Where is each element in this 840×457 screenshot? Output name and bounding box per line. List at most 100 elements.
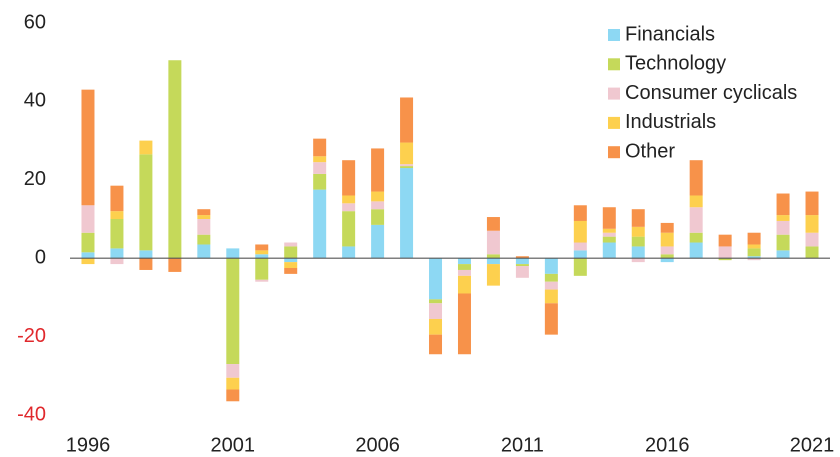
legend-label: Consumer cyclicals	[625, 82, 797, 104]
bar-segment	[81, 258, 95, 265]
bar-segment	[313, 173, 327, 190]
bar-segment	[226, 389, 240, 402]
bar-segment	[660, 246, 674, 255]
bar-segment	[660, 222, 674, 233]
bar-segment	[457, 264, 471, 270]
bar-segment	[602, 207, 616, 229]
bar-segment	[110, 248, 124, 259]
bar-segment	[226, 364, 240, 378]
bar-segment	[197, 234, 211, 245]
bar-segment	[805, 246, 819, 259]
bar-segment	[139, 140, 153, 155]
bar-segment	[168, 258, 182, 272]
legend-label: Financials	[625, 23, 715, 45]
bar-segment	[747, 248, 761, 257]
bar-segment	[602, 242, 616, 259]
bar-segment	[197, 215, 211, 219]
bar-segment	[776, 193, 790, 216]
x-tick-label: 2016	[645, 434, 690, 456]
legend-swatch	[608, 58, 620, 71]
bar-segment	[660, 232, 674, 247]
bar-segment	[457, 269, 471, 276]
bar-segment	[602, 228, 616, 233]
bar-segment	[544, 258, 558, 274]
bar-segment	[805, 191, 819, 216]
x-tick-label: 2021	[790, 434, 835, 456]
bar-segment	[747, 256, 761, 259]
bar-segment	[226, 248, 240, 259]
x-tick-label: 2011	[501, 434, 544, 456]
bar-segment	[429, 303, 443, 319]
bar-segment	[544, 273, 558, 282]
bar-segment	[689, 195, 703, 208]
y-tick-label: 0	[35, 246, 46, 268]
bar-segment	[776, 250, 790, 259]
bar-segment	[81, 232, 95, 253]
bar-segment	[110, 258, 124, 265]
bar-segment	[486, 264, 500, 286]
bar-segment	[486, 217, 500, 231]
bar-segment	[515, 264, 529, 267]
bar-segment	[400, 168, 414, 259]
bar-segment	[776, 234, 790, 251]
bar-segment	[255, 244, 269, 251]
bar-segment	[371, 148, 385, 192]
bar-segment	[226, 377, 240, 390]
bar-segment	[457, 275, 471, 294]
bar-segment	[139, 154, 153, 251]
bar-segment	[400, 142, 414, 165]
x-tick-label: 2001	[211, 434, 256, 456]
bar-segment	[747, 244, 761, 249]
legend-label: Industrials	[625, 111, 716, 133]
bar-segment	[631, 246, 645, 259]
bar-segment	[457, 258, 471, 265]
bar-segment	[371, 191, 385, 202]
bar-segment	[805, 215, 819, 233]
bar-segment	[602, 236, 616, 243]
y-tick-label: -40	[17, 403, 46, 425]
legend-swatch	[608, 116, 620, 129]
bar-segment	[573, 205, 587, 221]
bar-segment	[631, 258, 645, 263]
y-tick-label: 40	[24, 90, 46, 112]
bar-segment	[313, 189, 327, 259]
bar-segment	[776, 220, 790, 235]
bar-segment	[718, 258, 732, 261]
legend-swatch	[608, 29, 620, 41]
bar-segment	[486, 254, 500, 259]
bar-segment	[718, 246, 732, 259]
bar-segment	[573, 220, 587, 243]
bar-segment	[139, 258, 153, 270]
bar-segment	[544, 303, 558, 335]
bar-segment	[805, 232, 819, 247]
bar-segment	[284, 242, 298, 247]
bar-segment	[110, 211, 124, 219]
bar-segment	[400, 166, 414, 169]
bar-segment	[110, 219, 124, 249]
bar-segment	[313, 138, 327, 157]
bar-segment	[197, 209, 211, 216]
y-tick-label: -20	[17, 325, 46, 347]
legend-label: Technology	[625, 53, 726, 75]
bar-segment	[371, 201, 385, 210]
bar-segment	[313, 162, 327, 174]
legend-swatch	[608, 146, 620, 159]
bar-segment	[139, 250, 153, 259]
bar-segment	[602, 232, 616, 237]
bar-segment	[660, 258, 674, 263]
legend-swatch	[608, 87, 620, 100]
bar-segment	[255, 254, 269, 259]
bar-segment	[342, 195, 356, 204]
bar-segment	[342, 211, 356, 247]
bar-segment	[747, 232, 761, 245]
bar-segment	[342, 203, 356, 212]
bar-segment	[400, 164, 414, 167]
bar-segment	[342, 246, 356, 259]
bar-segment	[284, 258, 298, 263]
bar-segment	[631, 226, 645, 237]
bar-segment	[515, 256, 529, 259]
bar-segment	[81, 205, 95, 233]
bar-segment	[400, 97, 414, 143]
legend-label: Other	[625, 140, 675, 162]
